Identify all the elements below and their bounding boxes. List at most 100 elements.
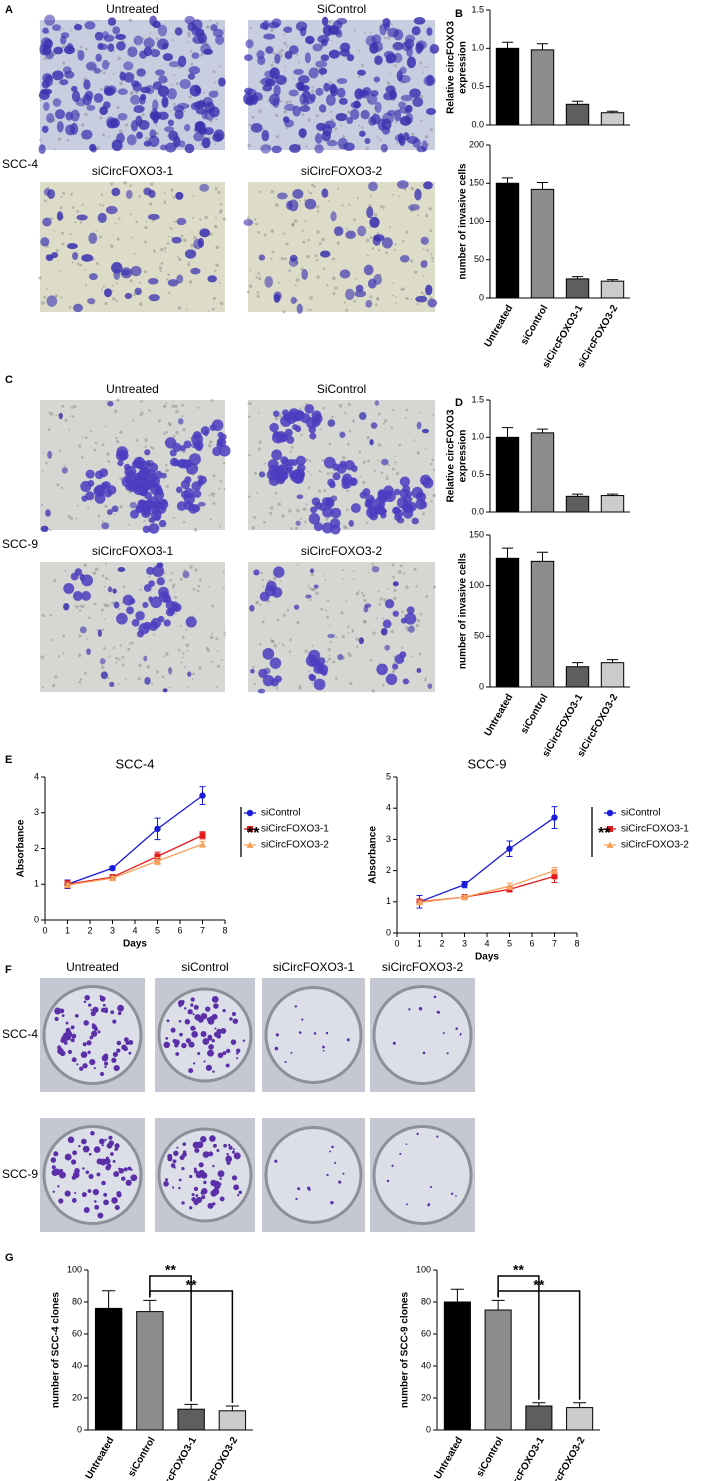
pore [209,518,212,521]
cell [269,657,282,669]
cell [112,588,117,594]
pore [306,254,310,259]
colony [189,1174,193,1179]
colony [105,1156,109,1160]
cell [38,144,46,155]
pore [115,282,118,285]
pore [145,221,148,223]
colony [192,1062,196,1065]
pore [78,680,82,684]
pore [253,683,256,686]
pore [143,519,146,522]
pore [430,253,433,256]
pore [259,603,262,607]
cell [360,109,370,120]
pore [69,516,74,521]
cell [321,669,328,676]
pore [342,578,345,580]
colony [195,1196,203,1204]
cell [318,104,327,113]
cell [264,276,274,288]
pore [255,222,258,226]
cell [144,449,151,456]
pore [248,415,251,419]
x-tick-label: 4 [132,925,137,935]
cell [148,135,160,147]
pore [205,646,210,651]
colony [123,1037,129,1043]
cell [158,519,167,528]
cell [258,471,266,478]
colony [338,1180,342,1184]
colony [219,1177,222,1180]
error-bar [536,551,549,562]
cell [113,601,120,609]
cell [218,77,226,87]
cell [298,128,307,138]
pore [300,433,303,437]
pore [392,655,396,658]
pore [50,638,53,642]
pore [212,474,216,478]
cell [63,45,75,55]
colony [225,1063,230,1068]
cell [313,584,319,589]
colony [54,1007,62,1015]
colony [111,1197,118,1204]
cell [416,667,422,673]
x-tick-label: siControl [126,1435,158,1479]
pore [312,587,316,592]
pore [137,628,139,631]
cell [140,93,147,101]
pore [252,666,255,669]
colony [72,1150,78,1156]
cell [366,206,374,219]
error-bar [501,547,514,559]
pore [68,428,71,431]
cell [70,85,78,92]
cell [129,598,136,605]
cell [271,145,282,154]
pore [307,584,310,587]
y-tick-label: 200 [469,139,484,149]
colony [88,1003,92,1007]
cell [162,688,168,693]
cell [357,225,367,237]
pore [393,248,396,251]
pore [257,109,262,113]
cell [140,86,151,94]
cell [155,69,165,76]
cell [116,612,128,625]
image-label: Untreated [106,382,159,396]
error-bar [571,493,584,497]
pore [219,525,222,528]
pore [288,650,291,653]
pore [79,263,83,267]
pore [328,657,332,661]
pore [174,595,178,599]
pore [284,65,286,68]
cell [100,671,109,680]
cell [167,279,179,287]
pore [351,630,355,633]
colony [114,1205,120,1211]
cell [107,43,115,52]
pore [348,430,352,433]
pore [310,473,313,476]
cell [105,205,118,215]
cell [199,183,210,192]
pore [308,459,312,462]
pore [68,305,72,309]
pore [71,415,75,418]
colony [211,1013,218,1020]
pore [61,242,65,246]
pore [39,99,42,102]
pore [403,572,406,575]
pore [177,648,181,652]
cell [392,610,399,617]
colony [184,1007,187,1010]
colony [238,1190,242,1195]
colony [89,1035,94,1040]
colony [208,1151,214,1157]
cell [260,77,273,87]
